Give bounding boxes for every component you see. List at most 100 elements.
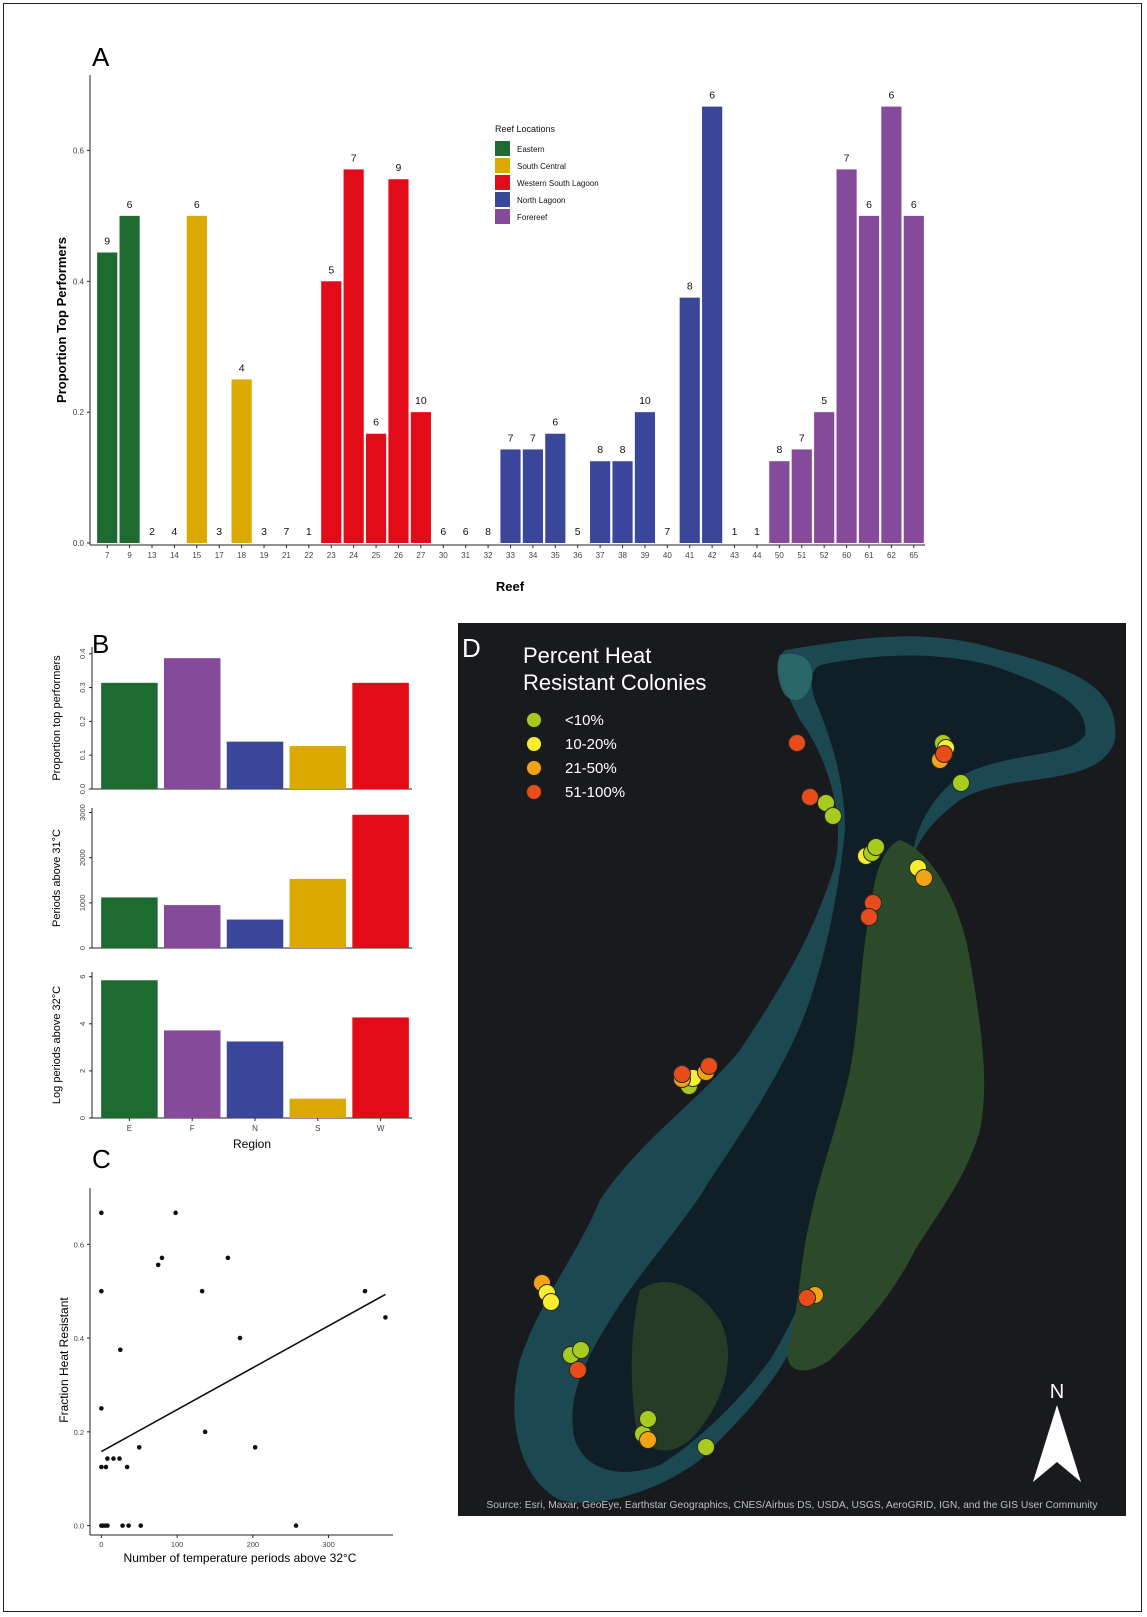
c-y-axis-title: Fraction Heat Resistant <box>57 1297 71 1423</box>
map-site-marker <box>639 1431 657 1449</box>
a-bar-count-label: 6 <box>911 199 917 211</box>
a-legend-label: Eastern <box>517 145 545 154</box>
a-x-tick-label: 39 <box>640 551 649 560</box>
a-x-tick-label: 65 <box>909 551 918 560</box>
a-x-tick-label: 42 <box>708 551 717 560</box>
map-island-main <box>787 840 985 1371</box>
a-x-tick-label: 31 <box>461 551 470 560</box>
panel-letter-b: B <box>92 629 109 659</box>
map-legend-swatch <box>526 736 542 752</box>
a-x-tick-label: 36 <box>573 551 582 560</box>
a-bar-count-label: 8 <box>597 444 603 456</box>
b-y-tick-label: 6 <box>78 975 87 979</box>
panel-letter-a: A <box>92 42 110 72</box>
c-fit-line <box>100 1293 386 1453</box>
a-bar <box>769 461 790 543</box>
c-scatter-point <box>99 1210 104 1216</box>
c-x-tick-label: 200 <box>247 1540 260 1549</box>
a-legend-title: Reef Locations <box>495 124 556 134</box>
map-site-marker <box>952 774 970 792</box>
a-bar-count-label: 6 <box>127 199 133 211</box>
a-bar <box>388 179 409 543</box>
a-bar <box>679 297 700 543</box>
c-y-tick-label: 0.6 <box>74 1240 84 1249</box>
a-bar-count-label: 6 <box>194 199 200 211</box>
c-scatter-point <box>138 1523 144 1528</box>
c-scatter-point <box>105 1523 110 1528</box>
c-scatter-point <box>103 1464 109 1470</box>
a-legend-label: South Central <box>517 162 566 171</box>
a-x-tick-label: 44 <box>753 551 762 560</box>
a-y-tick-label: 0.0 <box>73 539 85 548</box>
a-bar <box>791 449 812 543</box>
b-y-axis-title: Proportion top performers <box>51 655 63 781</box>
c-scatter-point <box>105 1456 110 1461</box>
a-bar-count-label: 1 <box>306 526 312 538</box>
c-x-tick-label: 300 <box>322 1540 335 1549</box>
a-bar <box>186 215 207 543</box>
a-bar <box>612 461 633 543</box>
a-bar-count-label: 7 <box>508 432 514 444</box>
a-x-tick-label: 30 <box>439 551 448 560</box>
a-legend-swatch <box>495 141 510 156</box>
a-bar <box>858 215 880 543</box>
a-x-tick-label: 50 <box>775 551 784 560</box>
a-bar <box>634 412 656 543</box>
a-bar-count-label: 6 <box>373 417 379 429</box>
a-legend-label: North Lagoon <box>517 196 565 205</box>
a-bar-count-label: 8 <box>776 444 782 456</box>
b-y-axis-title: Log periods above 32°C <box>51 986 63 1104</box>
a-bar-count-label: 1 <box>754 526 760 538</box>
north-label: N <box>1050 1381 1064 1403</box>
panel-c-scatter: 0.0 0.2 0.4 0.6 0 100 200 300 Number of temperat… <box>57 1188 393 1565</box>
c-scatter-point <box>252 1445 258 1450</box>
a-y-axis-title: Proportion Top Performers <box>54 237 69 403</box>
c-scatter-point <box>237 1335 243 1341</box>
map-legend: <10% 10-20% 21-50% 51-100% <box>526 712 625 801</box>
map-site-marker <box>569 1361 587 1379</box>
c-scatter-point <box>117 1456 122 1461</box>
b-x-tick-label: F <box>190 1124 195 1133</box>
a-bar-count-label: 3 <box>216 526 222 538</box>
c-scatter-point <box>124 1464 130 1470</box>
a-x-tick-label: 9 <box>127 551 132 560</box>
map-site-marker <box>639 1410 657 1428</box>
a-bar-count-label: 6 <box>552 417 558 429</box>
a-bar-count-label: 5 <box>575 526 581 538</box>
a-x-tick-label: 26 <box>394 551 403 560</box>
b-x-tick-label: E <box>127 1124 132 1133</box>
map-legend-label: <10% <box>565 712 604 729</box>
a-y-tick-label: 0.6 <box>73 146 85 155</box>
a-bar <box>343 169 364 543</box>
map-legend-swatch <box>526 712 542 728</box>
b-y-tick-label: 0.3 <box>78 682 87 692</box>
a-legend-swatch <box>495 192 510 207</box>
a-bar-count-label: 1 <box>732 526 738 538</box>
north-arrow-icon <box>1033 1405 1081 1482</box>
a-x-tick-label: 23 <box>327 551 336 560</box>
c-y-tick-label: 0.0 <box>74 1522 84 1531</box>
map-site-marker <box>915 869 933 887</box>
a-bar <box>321 281 342 543</box>
b-bar <box>101 980 158 1118</box>
a-x-tick-label: 62 <box>887 551 896 560</box>
map-site-marker <box>867 838 885 856</box>
b-y-tick-label: 3000 <box>78 804 87 821</box>
map-site-marker <box>824 807 842 825</box>
c-scatter-point <box>173 1210 178 1216</box>
a-y-tick-label: 0.2 <box>73 408 85 417</box>
a-bar <box>881 106 902 543</box>
panel-b-charts: 0.0 0.1 0.2 0.3 0.4 Proportion top performers… <box>51 647 412 1151</box>
b-bar <box>163 905 221 948</box>
a-bar-count-label: 7 <box>351 152 357 164</box>
a-x-tick-label: 61 <box>865 551 874 560</box>
a-x-tick-label: 14 <box>170 551 179 560</box>
a-bar-count-label: 6 <box>440 526 446 538</box>
a-x-tick-label: 40 <box>663 551 672 560</box>
a-bar <box>500 449 521 543</box>
c-scatter-point <box>225 1255 231 1261</box>
a-x-tick-label: 7 <box>105 551 110 560</box>
a-bar-count-label: 7 <box>664 526 670 538</box>
b-y-tick-label: 0.0 <box>78 784 87 794</box>
a-x-tick-label: 41 <box>685 551 694 560</box>
